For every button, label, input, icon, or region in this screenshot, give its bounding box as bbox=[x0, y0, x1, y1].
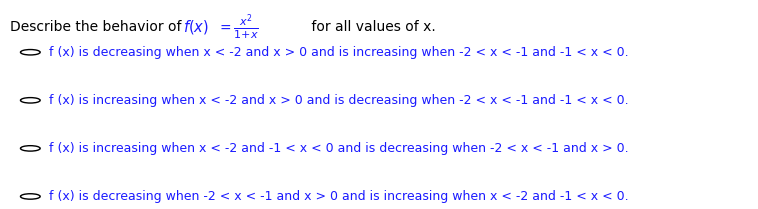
Text: $=$: $=$ bbox=[217, 20, 232, 34]
Text: f (x) is decreasing when x < -2 and x > 0 and is increasing when -2 < x < -1 and: f (x) is decreasing when x < -2 and x > … bbox=[49, 46, 629, 59]
Text: f (x) is increasing when x < -2 and -1 < x < 0 and is decreasing when -2 < x < -: f (x) is increasing when x < -2 and -1 <… bbox=[49, 142, 629, 155]
Text: for all values of x.: for all values of x. bbox=[307, 20, 436, 34]
Text: $\frac{x^2}{1\!+\!x}$: $\frac{x^2}{1\!+\!x}$ bbox=[233, 12, 259, 42]
Text: f (x) is decreasing when -2 < x < -1 and x > 0 and is increasing when x < -2 and: f (x) is decreasing when -2 < x < -1 and… bbox=[49, 190, 629, 203]
Text: f (x) is increasing when x < -2 and x > 0 and is decreasing when -2 < x < -1 and: f (x) is increasing when x < -2 and x > … bbox=[49, 94, 629, 107]
Text: Describe the behavior of: Describe the behavior of bbox=[10, 20, 186, 34]
Text: $\mathit{f}(\mathit{x})$: $\mathit{f}(\mathit{x})$ bbox=[183, 18, 209, 36]
